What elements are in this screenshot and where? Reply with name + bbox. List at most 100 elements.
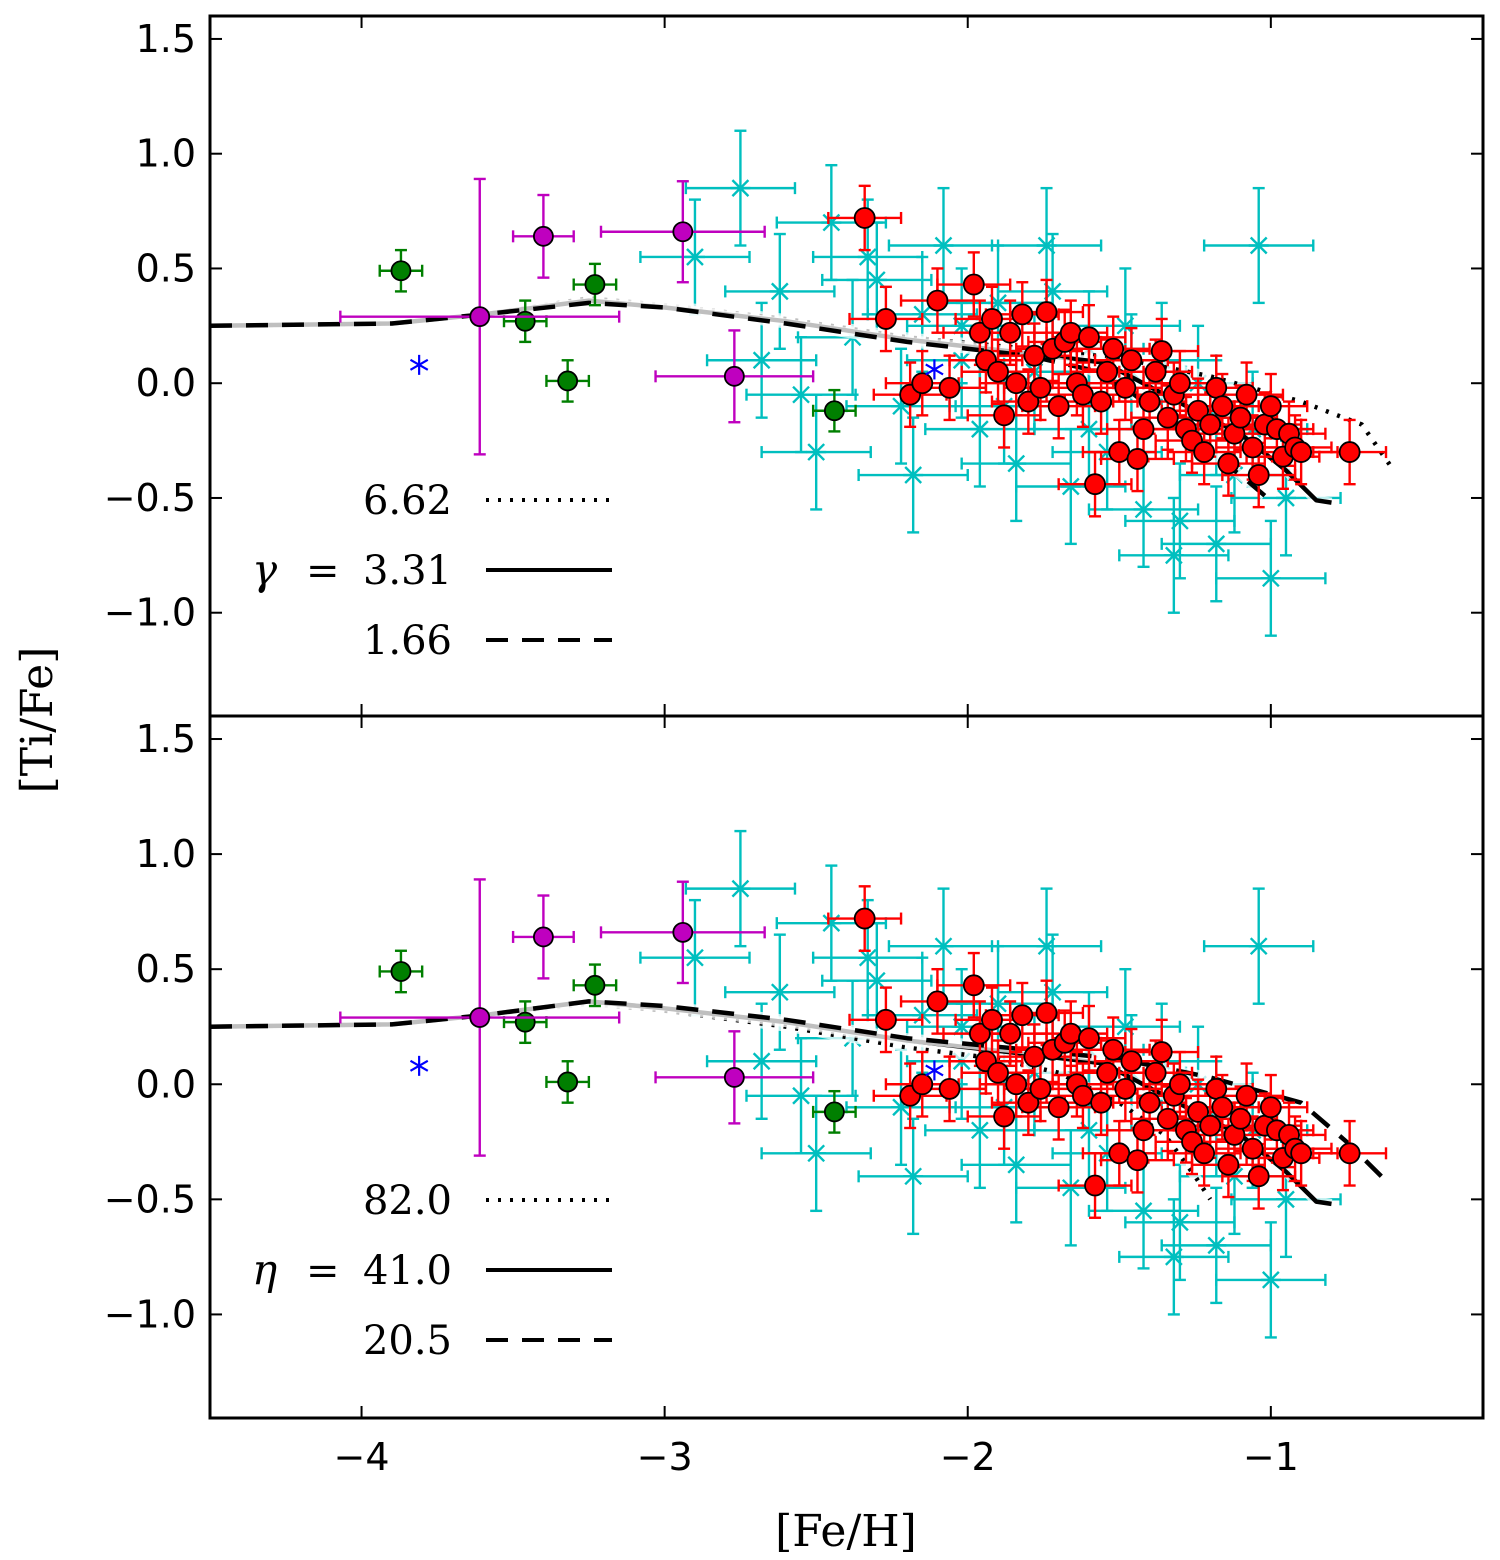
cyan-x-marker xyxy=(769,983,790,1002)
red-circle-marker xyxy=(1229,406,1252,429)
plot-area xyxy=(210,829,1390,1339)
cyan-x-marker xyxy=(1275,489,1296,507)
red-circle-marker xyxy=(1029,1077,1052,1100)
ticks xyxy=(210,16,1483,716)
red-circle-marker xyxy=(1144,1061,1167,1084)
red-circle-marker xyxy=(987,1061,1009,1084)
y-tick-label: 0.0 xyxy=(136,361,196,405)
red-circle-marker xyxy=(1211,1096,1234,1119)
red-circle-marker xyxy=(911,372,934,395)
x-tick-label: −1 xyxy=(1243,1435,1299,1479)
cyan-x-marker xyxy=(1260,1271,1281,1289)
green-circle-marker xyxy=(823,400,845,422)
red-circle-marker xyxy=(987,360,1009,383)
red-circle-marker xyxy=(1047,395,1070,418)
y-tick-label: 1.0 xyxy=(136,132,196,176)
red-circle-marker xyxy=(1338,1142,1361,1165)
y-tick-label: 0.0 xyxy=(136,1062,196,1106)
legend-label: 82.0 xyxy=(363,1178,452,1224)
cyan-x-marker xyxy=(684,248,705,266)
red-circle-marker xyxy=(1035,301,1058,323)
magenta-circle-marker xyxy=(672,921,694,943)
red-circle-marker xyxy=(1229,1107,1252,1130)
cyan-x-marker xyxy=(791,385,812,404)
cyan-x-marker xyxy=(1260,569,1281,588)
red-circle-marker xyxy=(1005,1073,1028,1096)
red-circle-marker xyxy=(1126,448,1149,470)
magenta-circle-marker xyxy=(723,1066,745,1088)
red-circle-marker xyxy=(911,1073,934,1096)
magenta-circle-marker xyxy=(469,1007,491,1028)
red-circle-marker xyxy=(1108,1142,1131,1165)
green-circle-marker xyxy=(514,310,536,332)
legend-equals: = xyxy=(306,548,340,594)
y-tick-label: −0.5 xyxy=(104,1177,196,1221)
red-circle-marker xyxy=(1047,1096,1070,1119)
bottom-panel: −4 −3 −2 −1 −1.0 −0.5 0.0 0.5 1.0 1.5 82.0 41.0 20.5… xyxy=(104,714,1485,1479)
red-circle-marker xyxy=(1138,390,1161,413)
red-circle-marker xyxy=(1150,340,1173,362)
legend-symbol: γ xyxy=(252,545,278,594)
magenta-series xyxy=(339,177,815,456)
legend-label: 6.62 xyxy=(363,478,452,524)
cyan-x-marker xyxy=(1248,937,1269,956)
red-circle-marker xyxy=(875,308,897,330)
magenta-circle-marker xyxy=(533,225,554,247)
red-circle-marker xyxy=(1187,399,1209,422)
red-circle-marker xyxy=(1290,441,1313,463)
red-circle-marker xyxy=(1217,1153,1240,1176)
red-circle-marker xyxy=(1078,326,1100,349)
red-circle-marker xyxy=(1090,1091,1112,1114)
red-circle-marker xyxy=(853,907,876,930)
cyan-x-marker xyxy=(769,282,790,301)
red-circle-marker xyxy=(1290,1142,1313,1165)
red-circle-marker xyxy=(1338,441,1361,463)
cyan-x-marker xyxy=(791,1086,812,1105)
red-circle-marker xyxy=(1084,1174,1106,1197)
red-circle-marker xyxy=(938,1077,961,1100)
blue-star-marker xyxy=(925,363,944,376)
red-circle-marker xyxy=(875,1008,897,1031)
red-circle-marker xyxy=(1169,372,1191,395)
cyan-x-marker xyxy=(1275,1190,1296,1209)
green-series xyxy=(378,949,857,1134)
red-circle-marker xyxy=(1247,464,1270,486)
cyan-x-marker xyxy=(1036,937,1057,956)
red-circle-marker xyxy=(1211,395,1234,418)
red-circle-marker xyxy=(1108,441,1131,463)
red-circle-marker xyxy=(1078,1027,1100,1050)
red-circle-marker xyxy=(1011,303,1034,326)
red-circle-marker xyxy=(1102,1038,1125,1061)
cyan-x-marker xyxy=(1036,236,1057,255)
red-circle-marker xyxy=(853,207,876,229)
red-circle-marker xyxy=(1193,441,1216,463)
y-tick-label: 1.5 xyxy=(136,717,196,761)
red-circle-marker xyxy=(1011,1004,1034,1027)
red-circle-marker xyxy=(1247,1165,1270,1188)
y-tick-label: −1.0 xyxy=(104,591,196,635)
cyan-x-marker xyxy=(730,879,751,898)
red-circle-marker xyxy=(1114,376,1137,399)
red-circle-marker xyxy=(1072,1084,1094,1107)
magenta-circle-marker xyxy=(533,926,554,948)
red-circle-marker xyxy=(1205,1077,1228,1100)
plot-area xyxy=(210,129,1397,637)
cyan-x-marker xyxy=(857,248,878,266)
cyan-x-marker xyxy=(969,420,990,438)
blue-star-marker xyxy=(409,1059,429,1072)
green-circle-marker xyxy=(514,1011,536,1033)
y-tick-label: 1.0 xyxy=(136,832,196,876)
cyan-x-marker xyxy=(1163,546,1184,565)
red-circle-marker xyxy=(1217,452,1240,475)
green-series xyxy=(378,248,857,433)
red-circle-marker xyxy=(1120,349,1143,372)
red-circle-marker xyxy=(1205,376,1228,399)
cyan-x-marker xyxy=(1248,236,1269,255)
legend-label: 3.31 xyxy=(363,548,452,594)
red-circle-marker xyxy=(926,289,949,312)
plot-frame xyxy=(208,714,1485,1420)
red-circle-marker xyxy=(1241,1137,1264,1160)
red-circle-marker xyxy=(1132,418,1155,441)
red-circle-marker xyxy=(1023,344,1046,367)
